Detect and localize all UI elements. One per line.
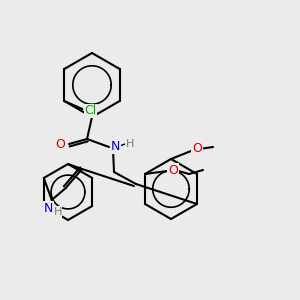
Text: O: O xyxy=(192,142,202,155)
Text: H: H xyxy=(126,139,134,149)
Text: N: N xyxy=(44,202,53,214)
Text: Cl: Cl xyxy=(84,104,97,118)
Text: O: O xyxy=(55,137,65,151)
Text: H: H xyxy=(54,207,62,217)
Text: N: N xyxy=(111,140,120,154)
Text: O: O xyxy=(168,164,178,176)
